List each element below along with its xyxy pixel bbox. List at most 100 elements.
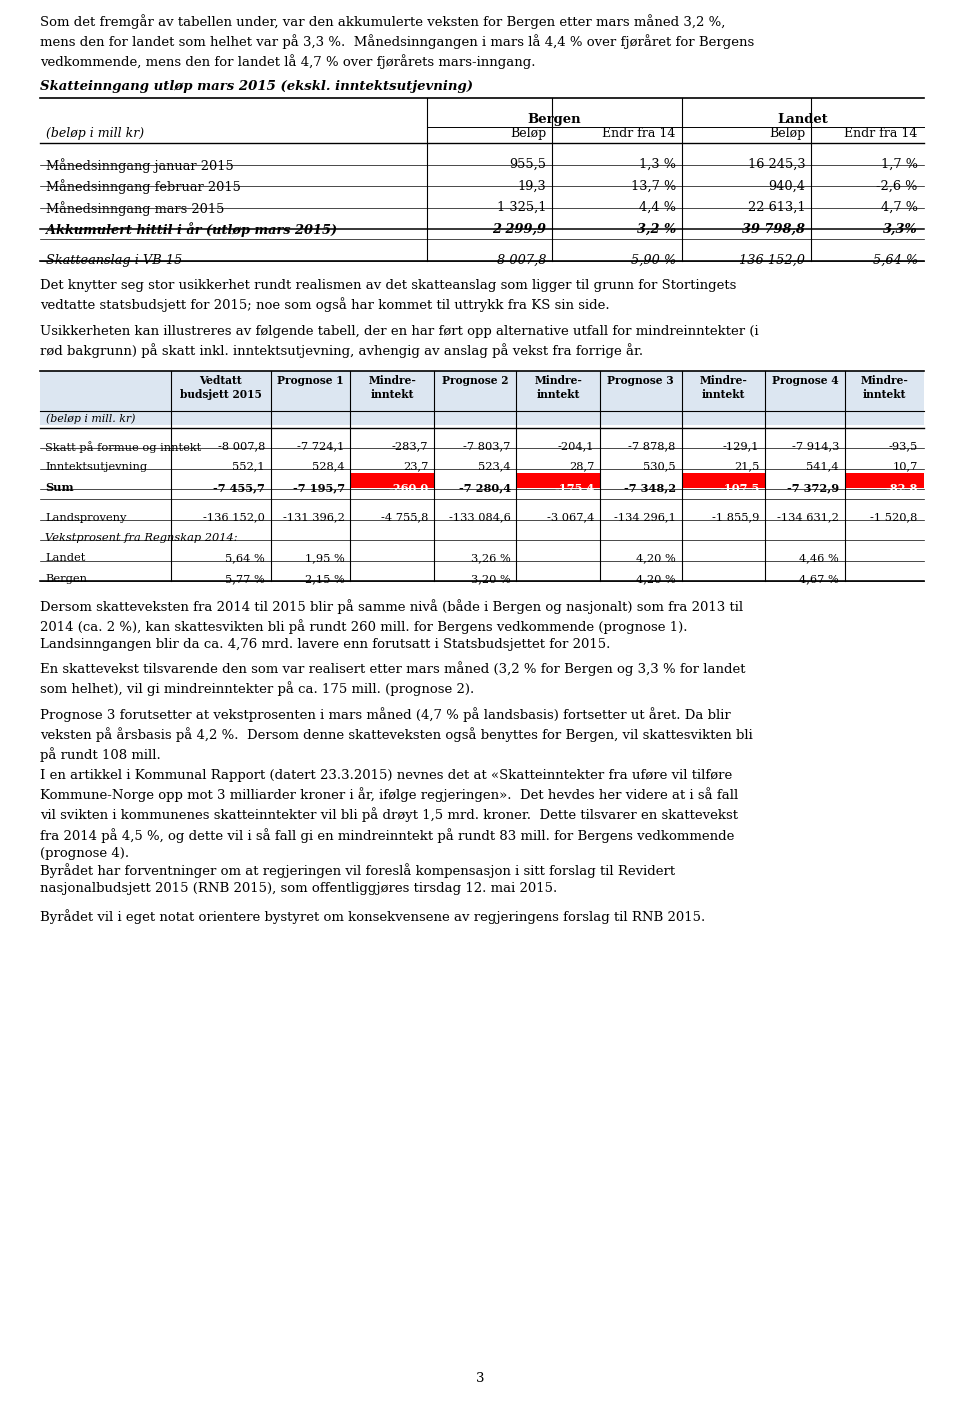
Text: -3 067,4: -3 067,4 xyxy=(547,512,594,522)
Text: -260,0: -260,0 xyxy=(388,483,428,492)
Text: -4 755,8: -4 755,8 xyxy=(381,512,428,522)
Text: 136 152,0: 136 152,0 xyxy=(739,254,805,267)
Text: -204,1: -204,1 xyxy=(558,441,594,452)
Text: Skatt på formue og inntekt: Skatt på formue og inntekt xyxy=(45,441,202,453)
Text: -134 631,2: -134 631,2 xyxy=(778,512,839,522)
Bar xyxy=(682,473,765,488)
Text: Dersom skatteveksten fra 2014 til 2015 blir på samme nivå (både i Bergen og nasj: Dersom skatteveksten fra 2014 til 2015 b… xyxy=(40,599,743,651)
Text: -82,8: -82,8 xyxy=(885,483,918,492)
Text: Byrådet vil i eget notat orientere bystyret om konsekvensene av regjeringens for: Byrådet vil i eget notat orientere bysty… xyxy=(40,909,706,923)
Text: 4,20 %: 4,20 % xyxy=(636,553,676,564)
Text: 13,7 %: 13,7 % xyxy=(631,180,676,192)
Text: -7 724,1: -7 724,1 xyxy=(298,441,345,452)
Text: 2 299,9: 2 299,9 xyxy=(492,223,546,236)
Text: Skatteinngang utløp mars 2015 (ekskl. inntektsutjevning): Skatteinngang utløp mars 2015 (ekskl. in… xyxy=(40,80,473,93)
Text: Prognose 4: Prognose 4 xyxy=(772,375,838,386)
Text: Prognose 3: Prognose 3 xyxy=(608,375,674,386)
Text: 3,20 %: 3,20 % xyxy=(471,574,511,584)
Bar xyxy=(350,473,434,488)
Text: Som det fremgår av tabellen under, var den akkumulerte veksten for Bergen etter : Som det fremgår av tabellen under, var d… xyxy=(40,14,755,69)
Text: -93,5: -93,5 xyxy=(889,441,918,452)
Text: 523,4: 523,4 xyxy=(478,462,511,471)
Text: -7 878,8: -7 878,8 xyxy=(629,441,676,452)
Text: 5,64 %: 5,64 % xyxy=(873,254,918,267)
Text: 1,95 %: 1,95 % xyxy=(305,553,345,564)
Text: I en artikkel i Kommunal Rapport (datert 23.3.2015) nevnes det at «Skatteinntekt: I en artikkel i Kommunal Rapport (datert… xyxy=(40,769,738,860)
Text: 23,7: 23,7 xyxy=(403,462,428,471)
Text: Mindre-
inntekt: Mindre- inntekt xyxy=(860,375,908,400)
Text: 4,20 %: 4,20 % xyxy=(636,574,676,584)
Text: -7 455,7: -7 455,7 xyxy=(213,483,265,492)
Text: 530,5: 530,5 xyxy=(643,462,676,471)
Text: Skatteanslag i VB 15: Skatteanslag i VB 15 xyxy=(46,254,182,267)
Text: Vekstprosent fra Regnskap 2014:: Vekstprosent fra Regnskap 2014: xyxy=(45,533,238,543)
Text: Månedsinngang februar 2015: Månedsinngang februar 2015 xyxy=(46,180,241,194)
Text: 3: 3 xyxy=(476,1372,484,1385)
Text: Usikkerheten kan illustreres av følgende tabell, der en har ført opp alternative: Usikkerheten kan illustreres av følgende… xyxy=(40,325,759,358)
Text: Sum: Sum xyxy=(45,483,74,492)
Bar xyxy=(516,473,600,488)
Text: Landsproveny: Landsproveny xyxy=(45,512,127,522)
Text: 10,7: 10,7 xyxy=(893,462,918,471)
Text: 5,64 %: 5,64 % xyxy=(226,553,265,564)
Text: -107,5: -107,5 xyxy=(719,483,759,492)
Text: -133 084,6: -133 084,6 xyxy=(449,512,511,522)
Text: Bergen: Bergen xyxy=(45,574,87,584)
Text: -1 855,9: -1 855,9 xyxy=(712,512,759,522)
Text: Månedsinngang mars 2015: Månedsinngang mars 2015 xyxy=(46,201,225,216)
Text: 19,3: 19,3 xyxy=(517,180,546,192)
Text: Landet: Landet xyxy=(778,114,828,126)
Text: -7 803,7: -7 803,7 xyxy=(464,441,511,452)
Text: Mindre-
inntekt: Mindre- inntekt xyxy=(700,375,747,400)
Text: 940,4: 940,4 xyxy=(768,180,805,192)
Text: Mindre-
inntekt: Mindre- inntekt xyxy=(535,375,582,400)
Text: 8 007,8: 8 007,8 xyxy=(496,254,546,267)
Text: Prognose 3 forutsetter at vekstprosenten i mars måned (4,7 % på landsbasis) fort: Prognose 3 forutsetter at vekstprosenten… xyxy=(40,707,753,762)
Text: 39 798,8: 39 798,8 xyxy=(742,223,805,236)
Text: 28,7: 28,7 xyxy=(569,462,594,471)
Text: Beløp: Beløp xyxy=(510,126,546,140)
Text: -7 195,7: -7 195,7 xyxy=(293,483,345,492)
Text: -1 520,8: -1 520,8 xyxy=(871,512,918,522)
Text: Månedsinngang januar 2015: Månedsinngang januar 2015 xyxy=(46,157,234,173)
Text: (beløp i mill. kr): (beløp i mill. kr) xyxy=(46,414,135,425)
Text: Inntektsutjevning: Inntektsutjevning xyxy=(45,462,147,471)
Text: Vedtatt
budsjett 2015: Vedtatt budsjett 2015 xyxy=(180,375,262,400)
Text: 5,77 %: 5,77 % xyxy=(226,574,265,584)
Bar xyxy=(40,370,924,425)
Text: 955,5: 955,5 xyxy=(509,157,546,171)
Text: Beløp: Beløp xyxy=(769,126,805,140)
Text: Endr fra 14: Endr fra 14 xyxy=(845,126,918,140)
Text: -175,4: -175,4 xyxy=(554,483,594,492)
Text: Prognose 2: Prognose 2 xyxy=(442,375,509,386)
Text: Endr fra 14: Endr fra 14 xyxy=(603,126,676,140)
Text: 3,3%: 3,3% xyxy=(883,223,918,236)
Text: 5,90 %: 5,90 % xyxy=(631,254,676,267)
Text: 3,2 %: 3,2 % xyxy=(636,223,676,236)
Text: -2,6 %: -2,6 % xyxy=(876,180,918,192)
Text: -129,1: -129,1 xyxy=(723,441,759,452)
Text: -131 396,2: -131 396,2 xyxy=(283,512,345,522)
Text: Byrådet har forventninger om at regjeringen vil foreslå kompensasjon i sitt fors: Byrådet har forventninger om at regjerin… xyxy=(40,863,676,895)
Text: Landet: Landet xyxy=(45,553,85,564)
Text: Prognose 1: Prognose 1 xyxy=(277,375,344,386)
Text: Mindre-
inntekt: Mindre- inntekt xyxy=(369,375,416,400)
Text: -7 914,3: -7 914,3 xyxy=(792,441,839,452)
Text: (beløp i mill kr): (beløp i mill kr) xyxy=(46,126,144,140)
Text: -283,7: -283,7 xyxy=(392,441,428,452)
Text: 1,7 %: 1,7 % xyxy=(880,157,918,171)
Text: -7 348,2: -7 348,2 xyxy=(624,483,676,492)
Text: 1,3 %: 1,3 % xyxy=(638,157,676,171)
Text: 4,7 %: 4,7 % xyxy=(880,201,918,215)
Bar xyxy=(845,473,924,488)
Text: 16 245,3: 16 245,3 xyxy=(748,157,805,171)
Text: En skattevekst tilsvarende den som var realisert etter mars måned (3,2 % for Ber: En skattevekst tilsvarende den som var r… xyxy=(40,661,746,696)
Text: 4,46 %: 4,46 % xyxy=(800,553,839,564)
Text: 4,4 %: 4,4 % xyxy=(638,201,676,215)
Text: 22 613,1: 22 613,1 xyxy=(748,201,805,215)
Text: -134 296,1: -134 296,1 xyxy=(614,512,676,522)
Text: 552,1: 552,1 xyxy=(232,462,265,471)
Text: -7 372,9: -7 372,9 xyxy=(787,483,839,492)
Text: -8 007,8: -8 007,8 xyxy=(218,441,265,452)
Text: -7 280,4: -7 280,4 xyxy=(459,483,511,492)
